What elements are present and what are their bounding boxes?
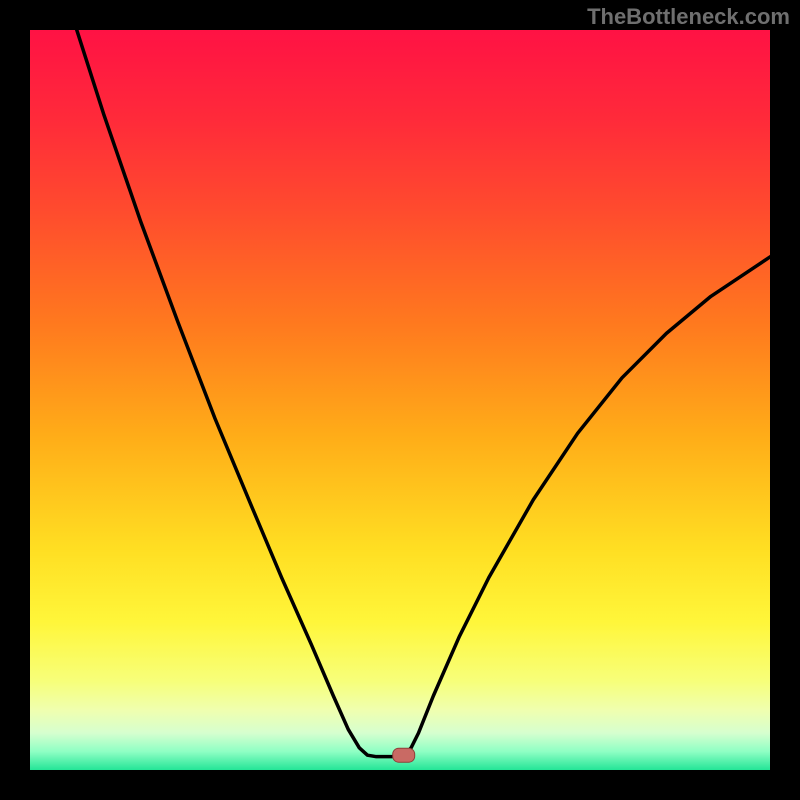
min-marker xyxy=(30,30,770,770)
plot-area xyxy=(30,30,770,770)
chart-container: TheBottleneck.com xyxy=(0,0,800,800)
watermark-text: TheBottleneck.com xyxy=(587,4,790,30)
